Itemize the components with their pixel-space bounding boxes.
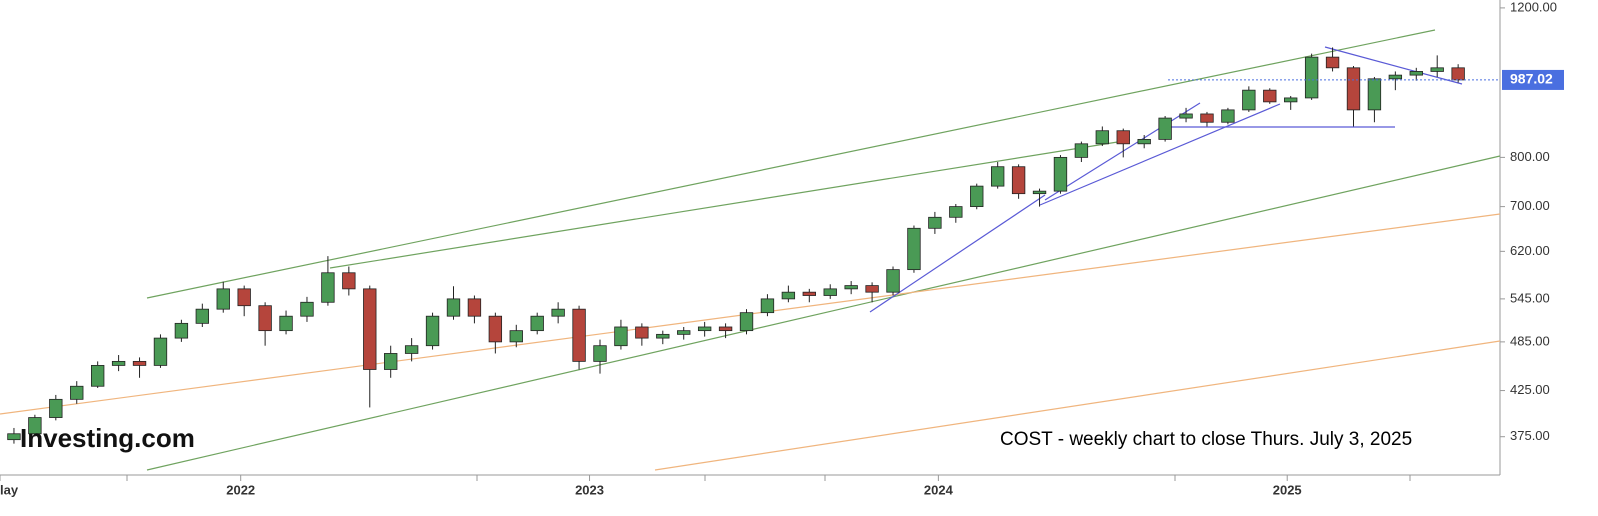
- candle-body: [1074, 143, 1089, 158]
- candle-body: [635, 326, 649, 339]
- candle-body: [1242, 89, 1256, 111]
- candle-body: [404, 345, 419, 354]
- y-tick-label: 375.00: [1510, 428, 1550, 443]
- price-tag-label: 987.02: [1510, 71, 1553, 87]
- candle-body: [907, 227, 921, 271]
- candle-body: [530, 315, 544, 332]
- candle-body: [1451, 67, 1465, 81]
- price-tag: [1502, 69, 1564, 90]
- candle-body: [970, 185, 984, 208]
- candle-body: [70, 385, 84, 400]
- candle-body: [1179, 113, 1193, 119]
- candle-body: [488, 315, 503, 343]
- candle-body: [1221, 109, 1235, 123]
- candle-body: [363, 288, 377, 370]
- candle-body: [258, 305, 272, 332]
- candle-body: [781, 291, 796, 300]
- candle-body: [718, 326, 733, 332]
- x-tick-label: 2023: [575, 482, 604, 497]
- candle-body: [1263, 89, 1277, 103]
- candle-body: [760, 298, 775, 314]
- candle-body: [174, 322, 189, 339]
- x-tick-label: 2024: [924, 482, 954, 497]
- candle-body: [1011, 166, 1026, 195]
- candle-body: [739, 312, 754, 332]
- trend-line: [329, 139, 1131, 269]
- candle-body: [697, 326, 712, 332]
- candle-body: [865, 285, 879, 293]
- candle-body: [153, 337, 168, 366]
- trend-line: [654, 340, 1501, 471]
- candle-body: [1304, 56, 1319, 99]
- candle-body: [1430, 67, 1444, 72]
- candles: 987.02: [7, 47, 1564, 444]
- y-tick-label: 620.00: [1510, 243, 1550, 258]
- candle-body: [886, 269, 900, 293]
- candle-body: [1367, 78, 1382, 111]
- candle-body: [509, 330, 523, 343]
- candle-body: [300, 301, 314, 317]
- candle-body: [425, 315, 440, 347]
- y-tick-label: 800.00: [1510, 149, 1550, 164]
- candle-body: [7, 433, 21, 441]
- candle-body: [467, 298, 482, 317]
- trend-line: [146, 29, 1436, 299]
- trend-line: [1039, 103, 1281, 206]
- candle-body: [1409, 71, 1423, 76]
- x-tick-label: 2025: [1273, 482, 1302, 497]
- watermark: Investing.com: [20, 423, 195, 453]
- candle-body: [1388, 74, 1403, 80]
- candle-body: [844, 285, 858, 290]
- candle-body: [216, 288, 230, 310]
- candle-body: [90, 365, 105, 387]
- candle-body: [1325, 56, 1340, 69]
- candle-body: [342, 272, 356, 290]
- candle-body: [1200, 113, 1214, 123]
- candle-body: [49, 398, 63, 418]
- candle-body: [1116, 130, 1130, 145]
- candle-body: [614, 326, 628, 347]
- candle-body: [823, 288, 837, 296]
- candle-body: [1137, 138, 1151, 145]
- x-tick-label: lay: [0, 482, 19, 497]
- candle-body: [1032, 190, 1047, 195]
- candle-body: [551, 308, 565, 317]
- candle-body: [28, 417, 42, 435]
- annotation: COST - weekly chart to close Thurs. July…: [1000, 429, 1412, 450]
- candle-body: [132, 360, 147, 366]
- y-tick-label: 425.00: [1510, 382, 1550, 397]
- candle-body: [1284, 97, 1298, 103]
- candle-body: [802, 291, 816, 296]
- x-tick-label: 2022: [226, 482, 255, 497]
- trend-line: [1324, 46, 1463, 85]
- candle-body: [237, 288, 251, 307]
- candle-body: [1053, 156, 1068, 192]
- candle-body: [656, 333, 670, 339]
- candle-body: [928, 216, 942, 229]
- candle-body: [321, 272, 335, 303]
- y-tick-label: 700.00: [1510, 198, 1550, 213]
- y-tick-label: 1200.00: [1510, 0, 1557, 14]
- candle-body: [195, 308, 210, 324]
- candle-body: [446, 298, 461, 317]
- candle-body: [1095, 130, 1110, 145]
- candle-body: [572, 308, 586, 362]
- y-tick-label: 545.00: [1510, 290, 1550, 305]
- candle-body: [990, 166, 1005, 187]
- y-tick-label: 485.00: [1510, 333, 1550, 348]
- candle-body: [949, 206, 963, 218]
- trend-line: [146, 155, 1501, 471]
- trend-line: [1044, 102, 1201, 201]
- candle-body: [111, 360, 126, 366]
- candle-body: [1346, 67, 1361, 111]
- candle-body: [384, 353, 398, 370]
- candle-body: [279, 315, 293, 332]
- ticks: 375.00 425.00 485.00 545.00 620.00 700.00 800.…: [0, 0, 1557, 497]
- candle-body: [593, 345, 607, 362]
- candle-body: [677, 330, 691, 335]
- candle-body: [1158, 117, 1172, 140]
